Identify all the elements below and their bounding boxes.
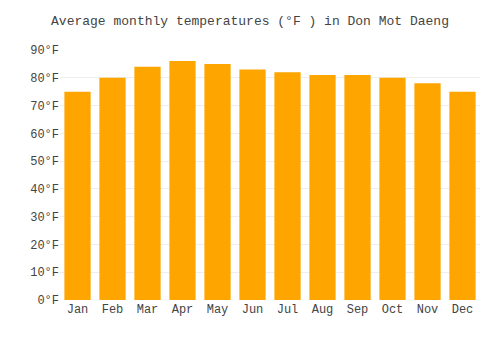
svg-text:20°F: 20°F bbox=[30, 239, 59, 253]
svg-text:Average monthly temperatures (: Average monthly temperatures (°F ) in Do… bbox=[51, 14, 449, 29]
svg-text:70°F: 70°F bbox=[30, 100, 59, 114]
svg-text:40°F: 40°F bbox=[30, 183, 59, 197]
svg-text:30°F: 30°F bbox=[30, 211, 59, 225]
svg-text:May: May bbox=[207, 303, 229, 317]
svg-text:Aug: Aug bbox=[312, 303, 334, 317]
svg-text:60°F: 60°F bbox=[30, 128, 59, 142]
svg-text:Jan: Jan bbox=[67, 303, 89, 317]
svg-text:Apr: Apr bbox=[172, 303, 194, 317]
svg-text:80°F: 80°F bbox=[30, 72, 59, 86]
svg-text:90°F: 90°F bbox=[30, 44, 59, 58]
svg-text:Oct: Oct bbox=[382, 303, 404, 317]
svg-text:10°F: 10°F bbox=[30, 266, 59, 280]
svg-text:Dec: Dec bbox=[452, 303, 474, 317]
svg-text:Jun: Jun bbox=[242, 303, 264, 317]
svg-text:Sep: Sep bbox=[347, 303, 369, 317]
svg-text:Mar: Mar bbox=[137, 303, 159, 317]
svg-text:Jul: Jul bbox=[277, 303, 299, 317]
svg-text:Feb: Feb bbox=[102, 303, 124, 317]
svg-text:0°F: 0°F bbox=[37, 294, 59, 308]
svg-text:50°F: 50°F bbox=[30, 155, 59, 169]
svg-text:Nov: Nov bbox=[417, 303, 439, 317]
